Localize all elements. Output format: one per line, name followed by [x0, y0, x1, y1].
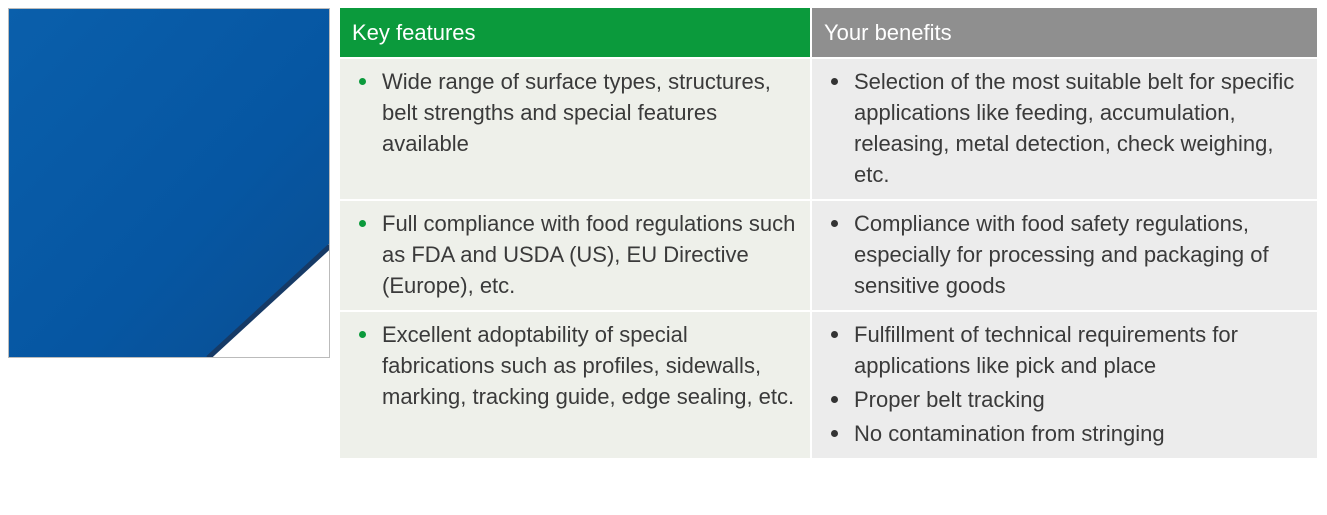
bullet-item: Full compliance with food regulations su… [352, 208, 800, 301]
bullet-item: Compliance with food safety regulations,… [824, 208, 1307, 301]
bullet-list: Wide range of surface types, structures,… [352, 66, 800, 159]
table-row: Full compliance with food regulations su… [340, 199, 1317, 310]
benefits-cell: Fulfillment of technical requirements fo… [812, 310, 1317, 458]
table-body: Wide range of surface types, structures,… [340, 57, 1317, 458]
benefits-cell: Selection of the most suitable belt for … [812, 57, 1317, 199]
bullet-list: Excellent adoptability of special fabric… [352, 319, 800, 412]
features-cell: Full compliance with food regulations su… [340, 199, 812, 310]
bullet-item: Wide range of surface types, structures,… [352, 66, 800, 159]
table-row: Excellent adoptability of special fabric… [340, 310, 1317, 458]
bullet-list: Full compliance with food regulations su… [352, 208, 800, 301]
product-image [8, 8, 330, 358]
bullet-item: Proper belt tracking [824, 384, 1307, 415]
column-header: Your benefits [812, 8, 1317, 57]
bullet-item: Selection of the most suitable belt for … [824, 66, 1307, 190]
bullet-item: Fulfillment of technical requirements fo… [824, 319, 1307, 381]
feature-table: Key features Your benefits Wide range of… [340, 8, 1317, 458]
bullet-list: Fulfillment of technical requirements fo… [824, 319, 1307, 449]
header-row: Key features Your benefits [340, 8, 1317, 57]
column-header: Key features [340, 8, 812, 57]
bullet-list: Compliance with food safety regulations,… [824, 208, 1307, 301]
table-row: Wide range of surface types, structures,… [340, 57, 1317, 199]
bullet-item: Excellent adoptability of special fabric… [352, 319, 800, 412]
features-cell: Wide range of surface types, structures,… [340, 57, 812, 199]
bullet-item: No contamination from stringing [824, 418, 1307, 449]
features-cell: Excellent adoptability of special fabric… [340, 310, 812, 458]
bullet-list: Selection of the most suitable belt for … [824, 66, 1307, 190]
benefits-cell: Compliance with food safety regulations,… [812, 199, 1317, 310]
